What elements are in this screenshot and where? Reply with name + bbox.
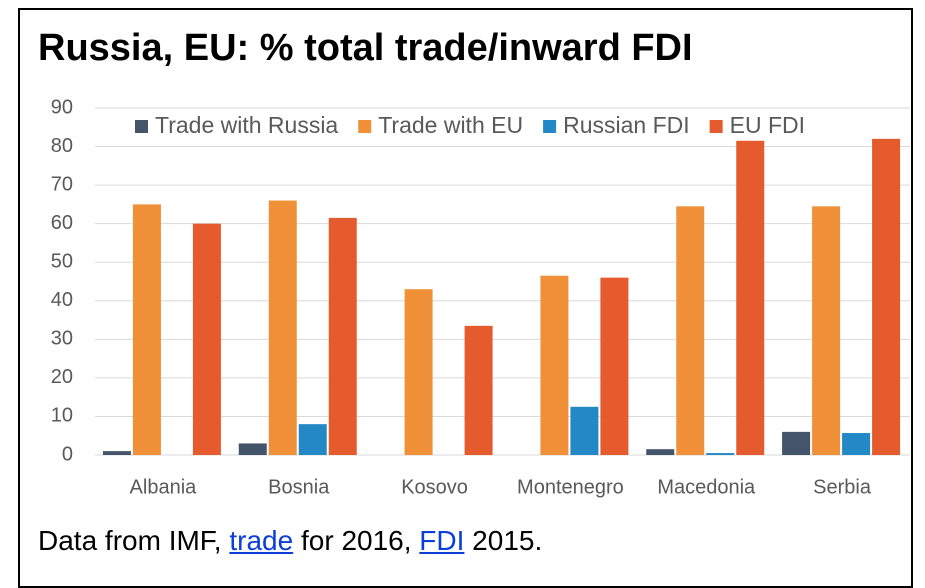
legend-label: Trade with EU	[378, 112, 523, 138]
y-tick-label: 40	[51, 289, 73, 311]
bar	[268, 200, 297, 455]
bar	[872, 138, 901, 455]
bar	[540, 275, 569, 455]
x-tick-label: Bosnia	[268, 476, 330, 498]
bar	[736, 140, 765, 455]
bar	[238, 443, 267, 455]
legend-swatch	[358, 120, 372, 133]
bar	[298, 424, 327, 455]
x-tick-label: Macedonia	[657, 476, 756, 498]
caption-text: 2015.	[464, 525, 543, 556]
legend-swatch	[543, 120, 557, 133]
bar	[812, 206, 841, 455]
bar	[328, 217, 357, 455]
y-tick-label: 90	[51, 96, 73, 118]
bar	[706, 453, 735, 455]
x-tick-label: Montenegro	[517, 476, 624, 498]
x-tick-label: Albania	[130, 476, 198, 498]
caption-text: for 2016,	[293, 525, 420, 556]
caption: Data from IMF, trade for 2016, FDI 2015.	[38, 525, 542, 557]
bar	[102, 451, 131, 455]
page: Russia, EU: % total trade/inward FDI 0 10…	[18, 8, 913, 588]
x-tick-label: Kosovo	[401, 476, 468, 498]
y-tick-label: 50	[51, 251, 73, 273]
fdi-link[interactable]: FDI	[419, 525, 465, 556]
legend-swatch	[709, 120, 723, 133]
bar	[646, 449, 675, 455]
y-tick-label: 70	[51, 173, 73, 195]
bar	[404, 289, 433, 455]
caption-text: Data from IMF,	[38, 525, 230, 556]
bar	[570, 406, 599, 455]
bar	[842, 433, 871, 455]
bar	[464, 325, 493, 455]
bar	[600, 277, 629, 455]
y-tick-label: 10	[51, 405, 73, 427]
bar	[132, 204, 161, 455]
x-tick-label: Serbia	[813, 476, 872, 498]
legend-swatch	[135, 120, 148, 133]
legend-label: Trade with Russia	[155, 112, 338, 138]
trade-link[interactable]: trade	[229, 525, 294, 556]
chart-title: Russia, EU: % total trade/inward FDI	[38, 27, 693, 69]
legend-label: Russian FDI	[563, 112, 690, 138]
y-tick-label: 0	[62, 443, 73, 465]
chart: Russia, EU: % total trade/inward FDI 0 10…	[38, 27, 910, 498]
bar	[782, 431, 811, 455]
y-tick-label: 60	[51, 212, 73, 234]
y-tick-label: 30	[51, 328, 73, 350]
y-tick-label: 80	[51, 135, 73, 157]
y-tick-label: 20	[51, 366, 73, 388]
bar	[676, 206, 705, 455]
bar	[192, 223, 221, 455]
legend-label: EU FDI	[730, 112, 805, 138]
